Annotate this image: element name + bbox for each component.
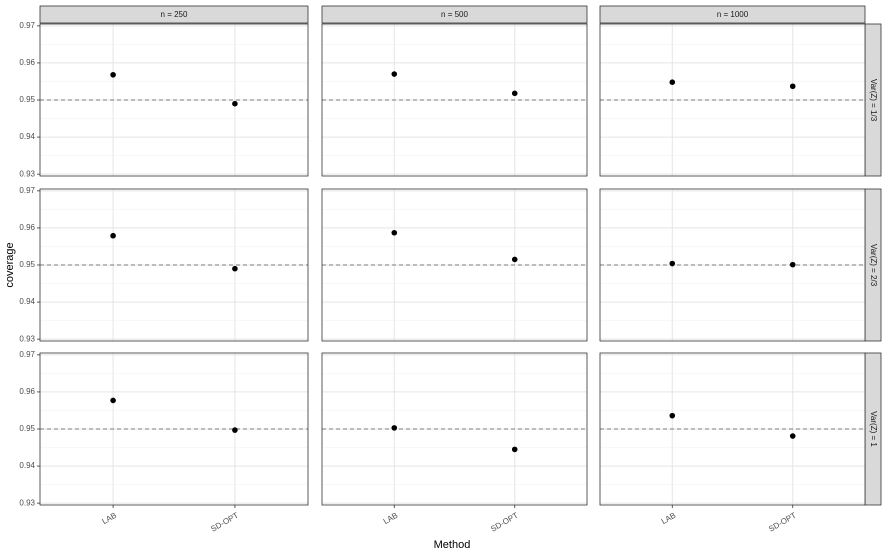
point xyxy=(391,71,398,77)
panel-border xyxy=(321,352,588,506)
strip-label: Var(Z) = 2/3 xyxy=(869,244,878,287)
x-tick-label: SD-OPT xyxy=(489,511,520,534)
x-tick-label: LAB xyxy=(101,511,119,526)
point xyxy=(789,83,796,90)
y-tick-label: 0.97 xyxy=(19,21,35,30)
point xyxy=(669,260,676,267)
point xyxy=(391,229,398,236)
x-tick-label: SD-OPT xyxy=(767,511,798,534)
panel-border xyxy=(599,23,866,177)
y-tick-label: 0.95 xyxy=(19,424,35,433)
x-axis-title: Method xyxy=(434,539,471,551)
y-tick-label: 0.95 xyxy=(19,260,35,269)
point xyxy=(232,427,238,433)
point xyxy=(789,261,796,268)
x-tick-label: LAB xyxy=(660,511,678,526)
y-tick-label: 0.97 xyxy=(19,186,35,195)
point xyxy=(110,71,116,78)
strip-label: n = 1000 xyxy=(717,10,749,19)
point xyxy=(511,90,518,97)
y-tick-label: 0.94 xyxy=(19,461,35,470)
y-tick-label: 0.93 xyxy=(19,169,35,178)
y-tick-label: 0.96 xyxy=(19,58,35,67)
x-tick-label: LAB xyxy=(382,511,400,526)
point xyxy=(669,412,676,419)
y-axis-title: coverage xyxy=(4,242,16,287)
point xyxy=(511,256,518,263)
point xyxy=(789,433,796,439)
y-tick-label: 0.96 xyxy=(19,387,35,396)
strip-label: n = 250 xyxy=(161,10,188,19)
panel-border xyxy=(599,352,866,506)
strip-label: Var(Z) = 1 xyxy=(869,411,878,447)
panel-border xyxy=(599,188,866,342)
point xyxy=(391,425,398,431)
point xyxy=(669,79,676,86)
x-tick-label: SD-OPT xyxy=(209,511,240,534)
point xyxy=(110,397,116,404)
y-tick-label: 0.94 xyxy=(19,132,35,141)
point xyxy=(232,100,238,107)
strip-label: Var(Z) = 1/3 xyxy=(869,79,878,122)
strip xyxy=(321,5,588,24)
point xyxy=(110,232,116,239)
panel-border xyxy=(321,23,588,177)
y-tick-label: 0.96 xyxy=(19,223,35,232)
y-tick-label: 0.93 xyxy=(19,498,35,507)
y-tick-label: 0.93 xyxy=(19,334,35,343)
y-tick-label: 0.94 xyxy=(19,297,35,306)
panel-border xyxy=(321,188,588,342)
strip xyxy=(599,5,866,24)
point xyxy=(511,446,518,453)
point xyxy=(232,265,238,272)
strip xyxy=(39,5,309,24)
y-tick-label: 0.95 xyxy=(19,95,35,104)
y-tick-label: 0.97 xyxy=(19,350,35,359)
strip-label: n = 500 xyxy=(441,10,468,19)
